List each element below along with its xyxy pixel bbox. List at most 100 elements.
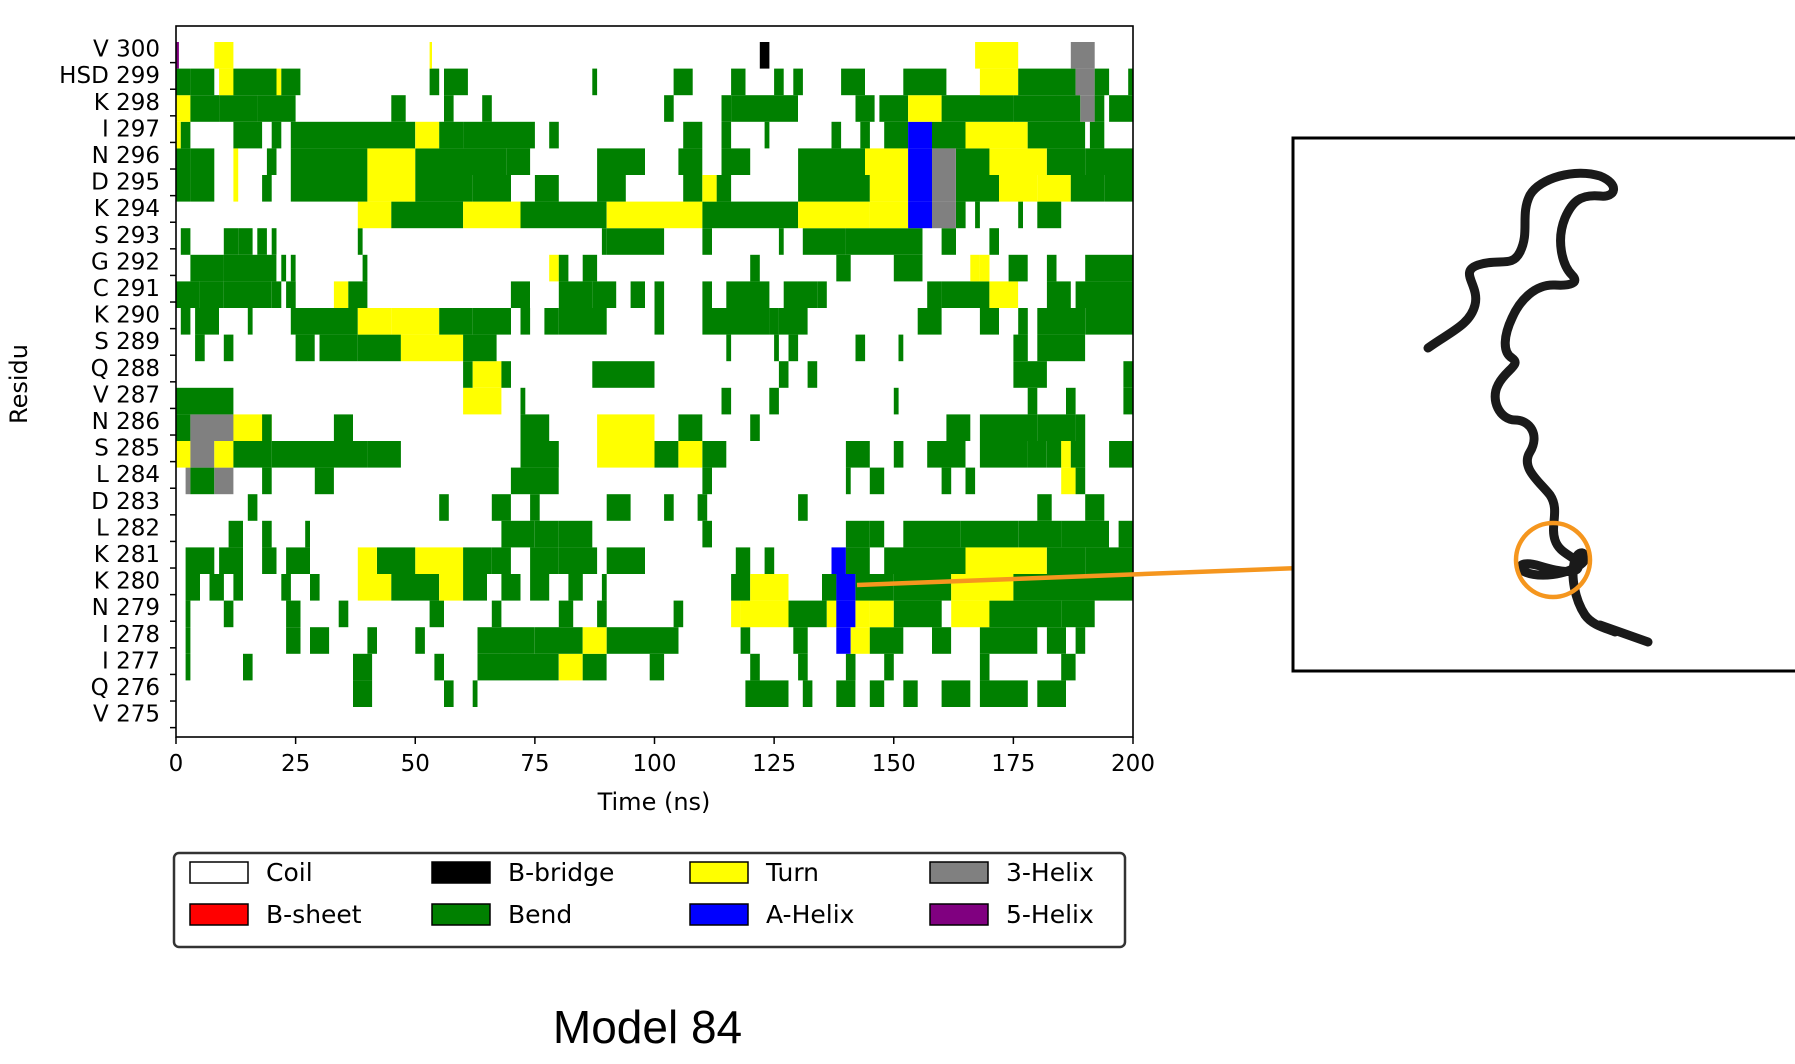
cell-i-297-12 (764, 121, 770, 149)
cell-n-279-0 (185, 600, 191, 628)
cell-hsd-299-12 (793, 68, 803, 96)
cell-s-285-11 (845, 441, 870, 468)
cell-l-282-1 (262, 520, 272, 548)
cell-i-297-2 (233, 121, 263, 149)
cell-i-278-12 (836, 627, 851, 654)
cell-c-291-17 (941, 281, 990, 308)
cell-n-296-18 (1085, 148, 1133, 175)
cell-i-297-6 (415, 121, 440, 149)
cell-c-291-2 (223, 281, 272, 308)
cell-k-290-8 (472, 308, 511, 335)
cell-n-296-11 (798, 148, 866, 175)
y-tick-label: D 283 (91, 489, 160, 515)
cell-k-294-13 (1037, 201, 1062, 229)
cell-g-292-11 (970, 254, 980, 282)
cell-s-285-16 (1046, 441, 1062, 468)
cell-k-281-9 (491, 547, 511, 574)
cell-i-297-10 (683, 121, 703, 149)
cell-g-292-8 (750, 254, 760, 282)
cell-i-277-4 (477, 653, 511, 681)
cell-i-297-9 (549, 121, 559, 149)
cell-q-288-3 (592, 361, 655, 388)
y-tick-label: D 295 (91, 170, 160, 196)
cell-hsd-299-13 (841, 68, 865, 96)
cell-k-294-9 (932, 201, 956, 229)
cell-n-286-9 (946, 414, 971, 441)
cell-k-281-12 (606, 547, 645, 574)
cell-n-286-0 (176, 414, 191, 441)
cell-i-277-13 (979, 653, 990, 681)
cell-k-281-19 (965, 547, 1047, 574)
cell-n-279-4 (429, 600, 444, 628)
cell-q-276-10 (1037, 680, 1066, 707)
y-tick-label: V 275 (93, 702, 160, 728)
cell-n-296-5 (367, 148, 416, 175)
cell-i-297-8 (463, 121, 535, 149)
cell-k-281-21 (1085, 547, 1133, 574)
cell-k-280-4 (310, 574, 320, 601)
cell-k-298-14 (941, 95, 966, 122)
cell-s-293-1 (223, 228, 239, 255)
cell-l-284-9 (941, 467, 952, 495)
cell-k-290-3 (290, 308, 320, 335)
legend-label-coil: Coil (266, 858, 313, 887)
cell-s-285-17 (1061, 441, 1071, 468)
cell-g-292-7 (582, 254, 598, 282)
cell-i-277-9 (750, 653, 760, 681)
cell-l-284-4 (314, 467, 334, 495)
cell-s-289-2 (295, 334, 315, 362)
cell-q-276-2 (472, 680, 478, 707)
cell-d-295-21 (1104, 175, 1133, 202)
cell-l-284-12 (1075, 467, 1086, 495)
cell-k-290-7 (439, 308, 473, 335)
cell-n-279-12 (826, 600, 837, 628)
cell-k-294-0 (357, 201, 392, 229)
cell-s-289-5 (400, 334, 464, 362)
legend-label-turn: Turn (765, 858, 819, 887)
cell-c-291-19 (1046, 281, 1071, 308)
cell-k-298-18 (1080, 95, 1095, 122)
y-tick-label: K 294 (94, 196, 160, 222)
x-axis-label: Time (ns) (597, 788, 711, 816)
cell-i-278-7 (534, 627, 583, 654)
cell-d-283-3 (530, 494, 540, 521)
y-tick-label: N 279 (92, 595, 160, 621)
y-tick-label: N 286 (92, 409, 160, 435)
legend-frame (172, 851, 1127, 949)
cell-n-279-15 (869, 600, 894, 628)
cell-k-281-4 (286, 547, 310, 574)
cell-k-298-10 (778, 95, 798, 122)
cell-c-291-20 (1075, 281, 1133, 308)
cell-n-279-18 (989, 600, 1062, 628)
model-caption: Model 84 (552, 1001, 743, 1053)
y-tick-label: S 293 (94, 223, 160, 249)
cell-n-296-7 (506, 148, 531, 175)
cell-k-298-20 (1109, 95, 1133, 122)
cell-k-280-8 (463, 574, 487, 601)
cell-i-297-16 (908, 121, 932, 149)
cell-s-285-2 (214, 441, 234, 468)
cell-v-287-4 (769, 387, 779, 415)
cell-d-283-4 (606, 494, 631, 521)
cell-i-278-5 (477, 627, 511, 654)
cell-i-297-0 (176, 121, 181, 149)
cell-v-287-6 (1027, 387, 1038, 415)
legend-label-3-helix: 3-Helix (1006, 858, 1094, 887)
cell-q-276-8 (941, 680, 971, 707)
cell-i-297-11 (721, 121, 732, 149)
cell-hsd-299-7 (444, 68, 468, 96)
cell-hsd-299-2 (219, 68, 234, 96)
cell-hsd-299-3 (233, 68, 277, 96)
cell-hsd-299-6 (429, 68, 440, 96)
y-tick-label: V 300 (93, 37, 160, 63)
cell-i-278-9 (606, 627, 679, 654)
cell-i-278-0 (185, 627, 191, 654)
x-tick-label: 75 (520, 751, 549, 777)
cell-d-295-2 (233, 175, 239, 202)
cell-hsd-299-10 (731, 68, 746, 96)
cell-i-297-7 (439, 121, 464, 149)
cell-i-278-14 (869, 627, 904, 654)
cell-i-277-0 (185, 653, 191, 681)
y-tick-label: Q 288 (91, 356, 160, 382)
